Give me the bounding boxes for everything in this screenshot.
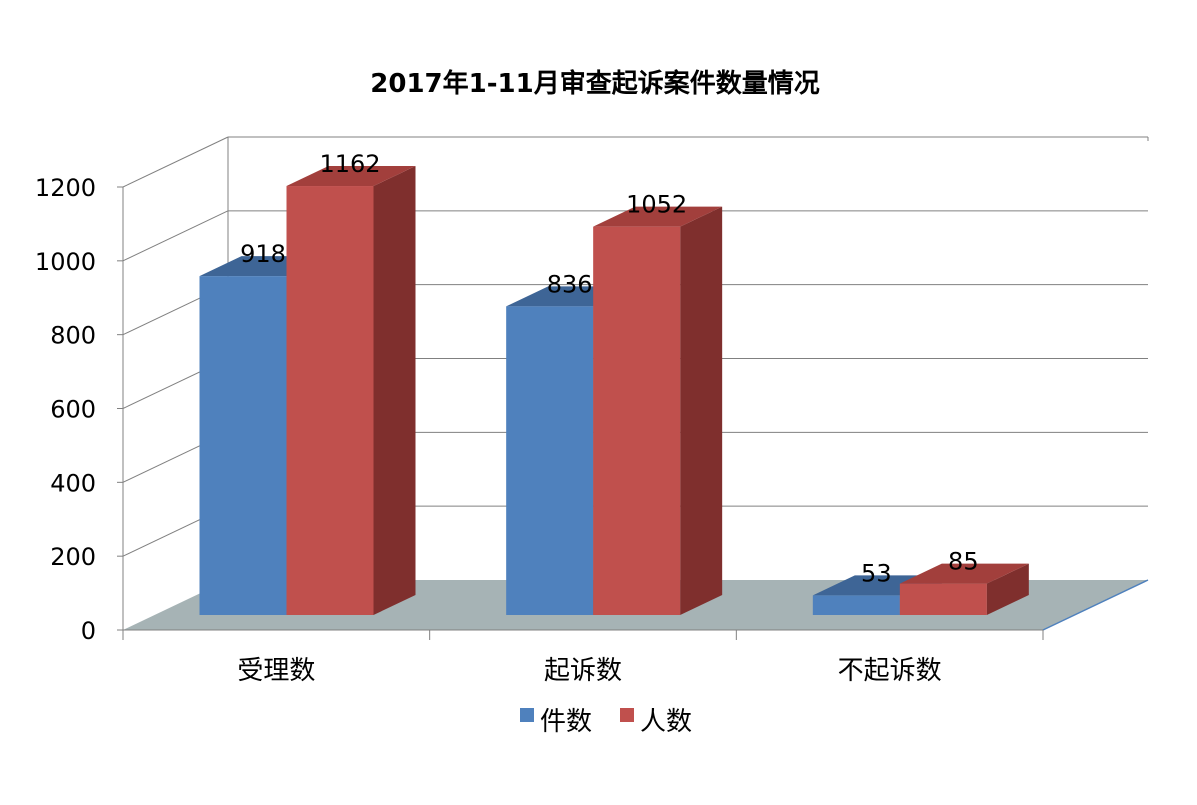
bar-top [593, 206, 723, 227]
y-tick-label: 1000 [35, 248, 96, 276]
bar-side [680, 206, 723, 616]
data-label: 85 [948, 548, 979, 576]
y-tick-label: 400 [50, 469, 96, 497]
data-label: 53 [861, 559, 892, 587]
bar-side [986, 563, 1029, 615]
bar [593, 226, 681, 616]
bar [286, 186, 374, 616]
bar [899, 583, 987, 615]
gridline-diagonal [122, 210, 229, 262]
data-labels: 918 1162 836 1052 53 85 [240, 150, 979, 587]
y-tick-label: 1200 [35, 174, 96, 202]
data-label: 836 [547, 270, 593, 298]
bar-side [373, 166, 416, 616]
bar [506, 306, 594, 615]
bar [199, 276, 287, 615]
data-label: 1162 [319, 150, 380, 178]
y-tick-label: 0 [81, 617, 96, 645]
legend-label: 人数 [640, 707, 692, 737]
legend-swatch [520, 708, 534, 722]
floor-edge [1042, 579, 1149, 631]
data-label: 918 [240, 240, 286, 268]
legend-label: 件数 [540, 707, 592, 737]
legend-swatch [620, 708, 634, 722]
y-tick-label: 800 [50, 322, 96, 350]
gridline-diagonal [122, 136, 229, 188]
x-category-label: 不起诉数 [838, 656, 942, 686]
y-tick-label: 600 [50, 396, 96, 424]
chart-title: 2017年1-11月审查起诉案件数量情况 [370, 68, 819, 99]
bar [812, 595, 900, 615]
bars [199, 166, 1029, 616]
axes: 0 200 400 600 800 1000 1200 受理数 起诉数 不起诉数 [35, 174, 1044, 686]
bar-top [899, 563, 1029, 584]
y-tick-label: 200 [50, 543, 96, 571]
x-category-label: 受理数 [237, 656, 315, 686]
data-label: 1052 [626, 191, 687, 219]
bar-top [286, 166, 416, 187]
x-category-label: 起诉数 [544, 656, 622, 686]
legend: 件数 人数 [520, 707, 692, 737]
